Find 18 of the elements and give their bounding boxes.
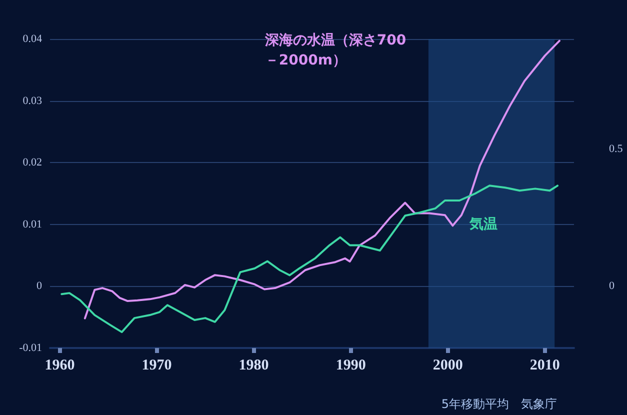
x-tick-label: 1960 — [44, 358, 75, 374]
x-tick-label: 1980 — [238, 358, 269, 374]
text: 5年移動平均 気象庁 — [441, 397, 558, 411]
text: 深海の水温（深さ700－2000m） — [264, 32, 406, 69]
y-tick-label: 0.04 — [22, 33, 42, 45]
y-tick-label: 0.02 — [22, 156, 42, 169]
x-tick-label: 2010 — [530, 358, 560, 374]
y2-tick-label: 0 — [609, 280, 615, 292]
y-tick-label: 0.03 — [22, 94, 42, 107]
x-tick-label: 2000 — [432, 358, 463, 374]
y-tick-label: 0.01 — [22, 218, 42, 230]
y-tick-label: -0.01 — [19, 342, 42, 354]
line-series — [60, 184, 559, 334]
series-label: 気温 — [468, 216, 498, 233]
x-tick-label: 1970 — [142, 358, 172, 374]
x-tick-label: 1990 — [336, 358, 366, 374]
y-tick-label: 0 — [36, 280, 42, 292]
y2-tick-label: 0.5 — [609, 142, 624, 155]
